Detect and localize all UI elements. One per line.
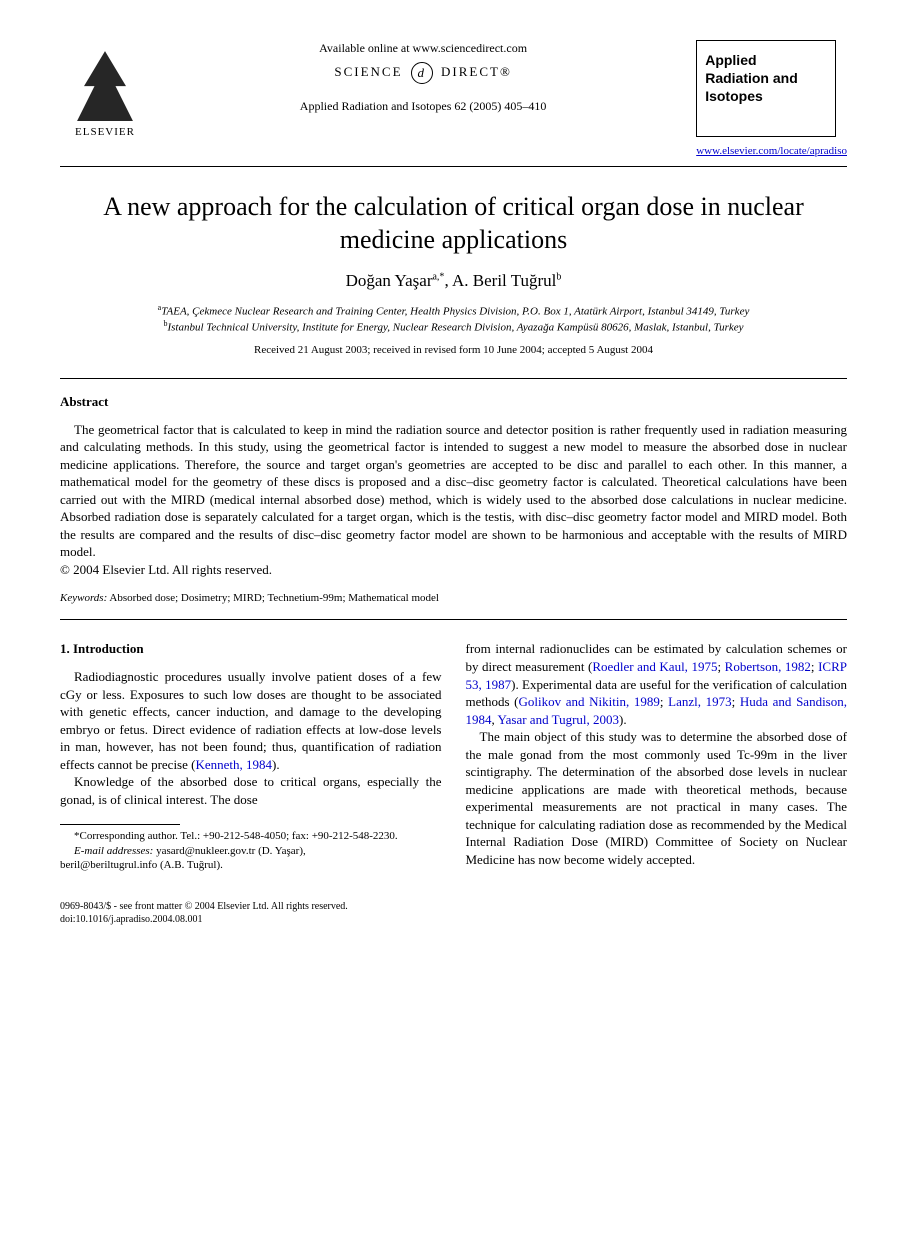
footnotes: *Corresponding author. Tel.: +90-212-548…: [60, 829, 442, 872]
abstract-copyright: © 2004 Elsevier Ltd. All rights reserved…: [60, 561, 847, 579]
keywords-line: Keywords: Absorbed dose; Dosimetry; MIRD…: [60, 591, 847, 606]
email-line: E-mail addresses: yasard@nukleer.gov.tr …: [60, 844, 442, 858]
affiliation-a-text: TAEA, Çekmece Nuclear Research and Train…: [161, 306, 749, 318]
available-online-text: Available online at www.sciencedirect.co…: [160, 40, 686, 56]
sep4: ;: [732, 694, 740, 709]
col2-p1c: ).: [619, 712, 627, 727]
ref-kenneth-1984[interactable]: Kenneth, 1984: [195, 757, 272, 772]
header-row: ELSEVIER Available online at www.science…: [60, 40, 847, 158]
abstract-body: The geometrical factor that is calculate…: [60, 421, 847, 579]
ref-robertson-1982[interactable]: Robertson, 1982: [725, 659, 811, 674]
ref-yasar-tugrul-2003[interactable]: Yasar and Tugrul, 2003: [498, 712, 619, 727]
keywords-list: Absorbed dose; Dosimetry; MIRD; Techneti…: [107, 592, 439, 604]
sep1: ;: [717, 659, 724, 674]
sd-text2: DIRECT®: [441, 64, 512, 79]
keywords-label: Keywords:: [60, 592, 107, 604]
body-columns: 1. Introduction Radiodiagnostic procedur…: [60, 640, 847, 872]
abstract-bottom-rule: [60, 619, 847, 620]
abstract-text: The geometrical factor that is calculate…: [60, 421, 847, 561]
section-1-heading: 1. Introduction: [60, 640, 442, 658]
col1-para1: Radiodiagnostic procedures usually invol…: [60, 668, 442, 773]
sep2: ;: [811, 659, 818, 674]
col2-para1: from internal radionuclides can be estim…: [466, 640, 848, 728]
science-direct-logo: SCIENCE d DIRECT®: [160, 62, 686, 84]
ref-golikov-nikitin-1989[interactable]: Golikov and Nikitin, 1989: [519, 694, 660, 709]
author-1: Doğan Yaşar: [346, 271, 433, 290]
abstract-top-rule: [60, 378, 847, 379]
paper-title: A new approach for the calculation of cr…: [90, 191, 817, 256]
footer-line1: 0969-8043/$ - see front matter © 2004 El…: [60, 900, 847, 913]
col1-p1-end: ).: [272, 757, 280, 772]
journal-line3: Isotopes: [705, 87, 827, 105]
sep3: ;: [660, 694, 668, 709]
author-1-sup: a,*: [432, 272, 444, 283]
emails-label: E-mail addresses:: [74, 845, 153, 857]
journal-line2: Radiation and: [705, 69, 827, 87]
corresponding-author: *Corresponding author. Tel.: +90-212-548…: [60, 829, 442, 843]
footer: 0969-8043/$ - see front matter © 2004 El…: [60, 900, 847, 926]
affiliation-b: bIstanbul Technical University, Institut…: [60, 319, 847, 335]
affiliation-a: aTAEA, Çekmece Nuclear Research and Trai…: [60, 303, 847, 319]
ref-lanzl-1973[interactable]: Lanzl, 1973: [668, 694, 731, 709]
journal-url-link[interactable]: www.elsevier.com/locate/apradiso: [696, 145, 847, 157]
journal-link-row: www.elsevier.com/locate/apradiso: [696, 141, 847, 159]
col2-para2: The main object of this study was to det…: [466, 728, 848, 868]
header-center: Available online at www.sciencedirect.co…: [150, 40, 696, 114]
email-2: beril@beriltugrul.info (A.B. Tuğrul).: [60, 858, 442, 872]
header-rule: [60, 166, 847, 167]
author-2: A. Beril Tuğrul: [452, 271, 556, 290]
citation-text: Applied Radiation and Isotopes 62 (2005)…: [160, 98, 686, 114]
ref-roedler-kaul-1975[interactable]: Roedler and Kaul, 1975: [592, 659, 717, 674]
affiliation-b-text: Istanbul Technical University, Institute…: [167, 322, 743, 334]
email-1: yasard@nukleer.gov.tr (D. Yaşar),: [153, 845, 305, 857]
affiliations: aTAEA, Çekmece Nuclear Research and Trai…: [60, 303, 847, 335]
sd-text1: SCIENCE: [334, 64, 402, 79]
abstract-heading: Abstract: [60, 393, 847, 411]
authors-line: Doğan Yaşara,*, A. Beril Tuğrulb: [60, 270, 847, 293]
column-left: 1. Introduction Radiodiagnostic procedur…: [60, 640, 442, 872]
publisher-name: ELSEVIER: [75, 125, 135, 140]
col1-para2: Knowledge of the absorbed dose to critic…: [60, 773, 442, 808]
column-right: from internal radionuclides can be estim…: [466, 640, 848, 872]
journal-box: Applied Radiation and Isotopes: [696, 40, 836, 137]
journal-box-wrapper: Applied Radiation and Isotopes www.elsev…: [696, 40, 847, 158]
footnote-separator: [60, 824, 180, 825]
dates-line: Received 21 August 2003; received in rev…: [60, 343, 847, 358]
journal-line1: Applied: [705, 51, 827, 69]
author-2-sup: b: [556, 272, 561, 283]
elsevier-tree-icon: [70, 51, 140, 121]
footer-line2: doi:10.1016/j.apradiso.2004.08.001: [60, 913, 847, 926]
sd-d-icon: d: [411, 62, 433, 84]
publisher-logo: ELSEVIER: [60, 40, 150, 140]
